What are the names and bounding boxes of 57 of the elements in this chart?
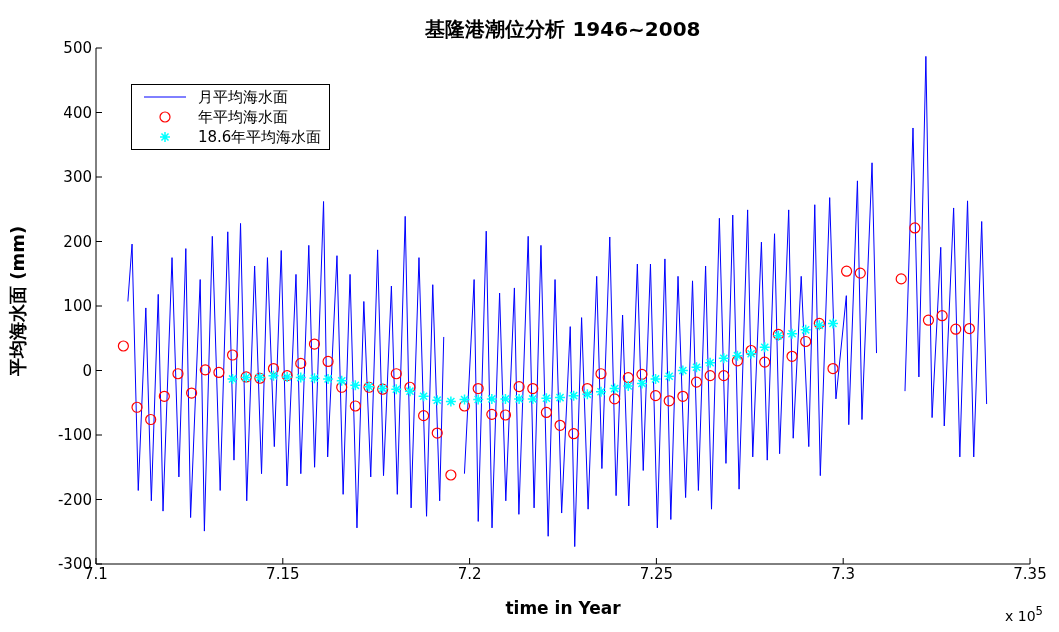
y-tick-label: 200 [63, 232, 92, 251]
point [499, 393, 512, 405]
x-tick-label: 7.3 [831, 564, 856, 583]
text: x 10$^{5}$ [1005, 604, 1043, 624]
point [295, 371, 307, 384]
point [595, 386, 607, 398]
y-tick-label: 400 [63, 103, 92, 122]
point [308, 372, 321, 384]
point [758, 341, 771, 354]
point [513, 393, 525, 405]
point [567, 389, 580, 402]
point [581, 388, 594, 401]
point [431, 394, 443, 406]
y-tick-label: -200 [57, 490, 92, 509]
point [663, 370, 675, 383]
point [622, 380, 635, 392]
point [636, 377, 648, 390]
point [649, 373, 662, 385]
point [718, 352, 730, 364]
legend-label: 18.6年平均海水面 [198, 127, 322, 147]
point [226, 373, 239, 385]
point [322, 373, 334, 385]
y-tick-label: 300 [63, 168, 92, 187]
point [704, 357, 716, 369]
point [417, 390, 430, 403]
y-tick-label: 100 [63, 297, 92, 316]
x-tick-label: 7.25 [639, 564, 674, 583]
x-tick-label: 7.35 [1013, 564, 1047, 583]
point [731, 349, 744, 362]
point [608, 382, 621, 395]
point [458, 393, 471, 406]
chart-title: 基隆港潮位分析 1946~2008 [424, 16, 702, 43]
y-tick-label: 500 [63, 39, 92, 58]
point [690, 361, 703, 374]
y-tick-label: 0 [82, 361, 92, 380]
y-axis-title: 平均海水面 (mm) [7, 225, 29, 377]
point [390, 383, 403, 395]
point [799, 324, 812, 336]
legend-label: 年平均海水面 [198, 107, 288, 127]
point [349, 379, 362, 392]
point [267, 369, 280, 382]
point [827, 317, 839, 330]
point [540, 392, 553, 404]
point [786, 327, 798, 340]
point [527, 393, 539, 405]
x-axis-title: time in Year [505, 598, 622, 618]
x-tick-label: 7.15 [266, 564, 300, 583]
y-tick-label: -100 [57, 426, 92, 445]
point [554, 391, 566, 404]
point [472, 393, 484, 406]
point [445, 395, 457, 408]
point [677, 364, 689, 377]
point [486, 393, 498, 405]
point [335, 375, 348, 387]
point [404, 385, 416, 397]
legend-label: 月平均海水面 [198, 87, 288, 107]
x-tick-label: 7.2 [457, 564, 482, 583]
